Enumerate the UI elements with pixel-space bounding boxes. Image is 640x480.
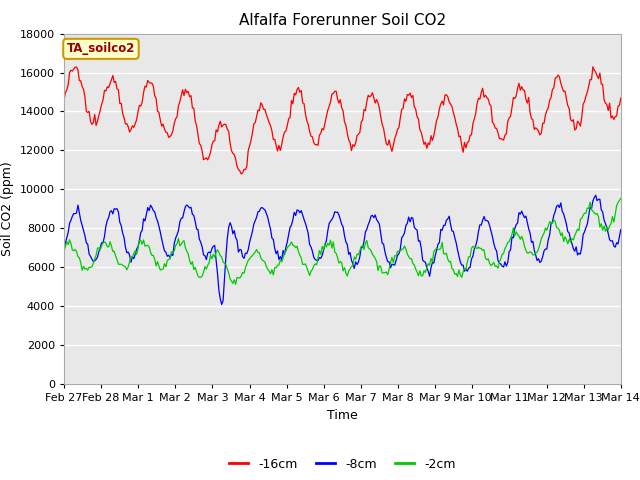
-16cm	[467, 132, 474, 138]
Line: -16cm: -16cm	[64, 67, 621, 174]
-16cm	[463, 140, 471, 145]
-2cm	[463, 259, 471, 265]
-8cm	[243, 251, 251, 256]
-8cm	[592, 192, 600, 198]
-2cm	[412, 266, 419, 272]
Title: Alfalfa Forerunner Soil CO2: Alfalfa Forerunner Soil CO2	[239, 13, 446, 28]
-16cm	[617, 95, 625, 101]
-2cm	[60, 248, 68, 253]
-2cm	[282, 249, 290, 254]
-2cm	[232, 281, 239, 287]
-8cm	[412, 226, 419, 232]
-16cm	[589, 64, 596, 70]
-16cm	[412, 106, 419, 112]
-8cm	[127, 259, 135, 265]
-8cm	[60, 245, 68, 251]
Y-axis label: Soil CO2 (ppm): Soil CO2 (ppm)	[1, 161, 14, 256]
-8cm	[282, 244, 290, 250]
-2cm	[127, 254, 135, 260]
Line: -2cm: -2cm	[64, 198, 621, 284]
-2cm	[467, 254, 474, 260]
-16cm	[60, 97, 68, 103]
Text: TA_soilco2: TA_soilco2	[67, 42, 135, 55]
-8cm	[463, 268, 471, 274]
-8cm	[617, 227, 625, 232]
-8cm	[467, 264, 474, 270]
-2cm	[617, 195, 625, 201]
-2cm	[243, 261, 251, 267]
X-axis label: Time: Time	[327, 408, 358, 421]
-16cm	[127, 127, 135, 132]
-16cm	[282, 128, 290, 134]
Line: -8cm: -8cm	[64, 195, 621, 304]
-16cm	[243, 164, 251, 169]
-16cm	[237, 171, 245, 177]
-8cm	[218, 301, 225, 307]
Legend: -16cm, -8cm, -2cm: -16cm, -8cm, -2cm	[224, 453, 461, 476]
